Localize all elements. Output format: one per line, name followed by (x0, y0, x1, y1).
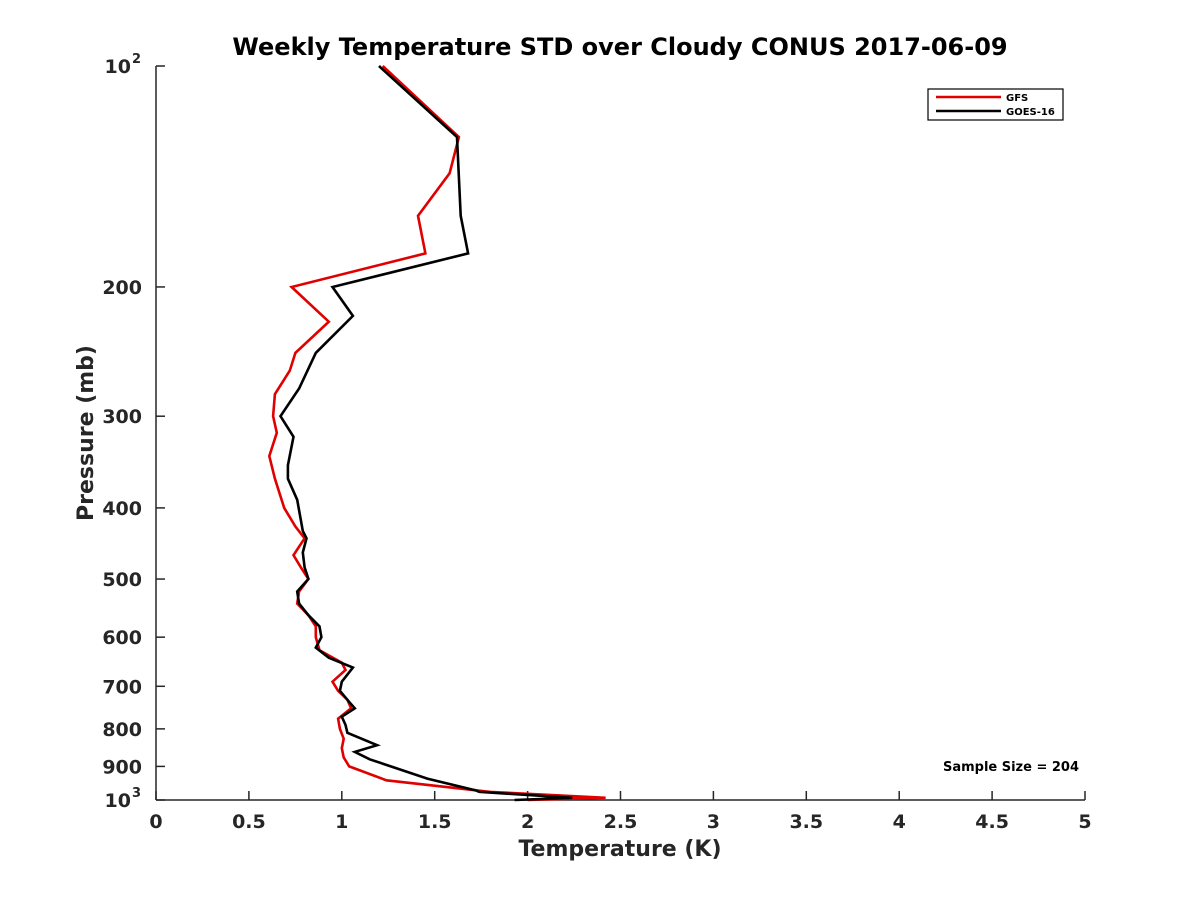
y-tick-label: 900 (102, 756, 142, 778)
chart-title: Weekly Temperature STD over Cloudy CONUS… (232, 33, 1007, 61)
x-ticks: 0 0.5 1 1.5 2 2.5 3 3.5 4 4.5 5 (149, 791, 1092, 833)
y-tick-exponent: 3 (132, 786, 141, 801)
x-tick-label: 2.5 (604, 811, 638, 833)
y-tick-label: 10 (105, 56, 131, 78)
y-tick-label: 600 (102, 627, 142, 649)
series-line-goes16 (278, 65, 573, 802)
x-tick-label: 4.5 (975, 811, 1009, 833)
x-axis-label: Temperature (K) (518, 837, 721, 862)
y-tick-label: 400 (102, 498, 142, 520)
x-tick-label: 1.5 (418, 811, 452, 833)
plot-area: 0 0.5 1 1.5 2 2.5 3 3.5 4 4.5 5 10 2200300400500600… (102, 52, 1091, 833)
y-tick-label: 800 (102, 719, 142, 741)
x-tick-label: 3 (707, 811, 720, 833)
sample-size-annotation: Sample Size = 204 (943, 760, 1079, 775)
x-tick-label: 0.5 (232, 811, 266, 833)
y-tick-exponent: 2 (132, 52, 141, 67)
x-tick-label: 2 (521, 811, 534, 833)
x-tick-label: 0 (149, 811, 162, 833)
y-tick-label: 300 (102, 406, 142, 428)
legend: GFS GOES-16 (927, 88, 1064, 121)
y-tick-label: 10 (105, 790, 131, 812)
x-tick-label: 5 (1078, 811, 1091, 833)
y-tick-label: 200 (102, 277, 142, 299)
y-axis-label: Pressure (mb) (74, 345, 99, 521)
legend-label-goes16: GOES-16 (1006, 107, 1055, 118)
y-tick-label: 500 (102, 569, 142, 591)
y-tick-label: 700 (102, 676, 142, 698)
x-tick-label: 1 (335, 811, 348, 833)
x-tick-label: 3.5 (789, 811, 823, 833)
legend-box (927, 88, 1064, 121)
x-tick-label: 4 (893, 811, 906, 833)
series-layer (267, 65, 606, 802)
legend-label-gfs: GFS (1006, 93, 1028, 104)
